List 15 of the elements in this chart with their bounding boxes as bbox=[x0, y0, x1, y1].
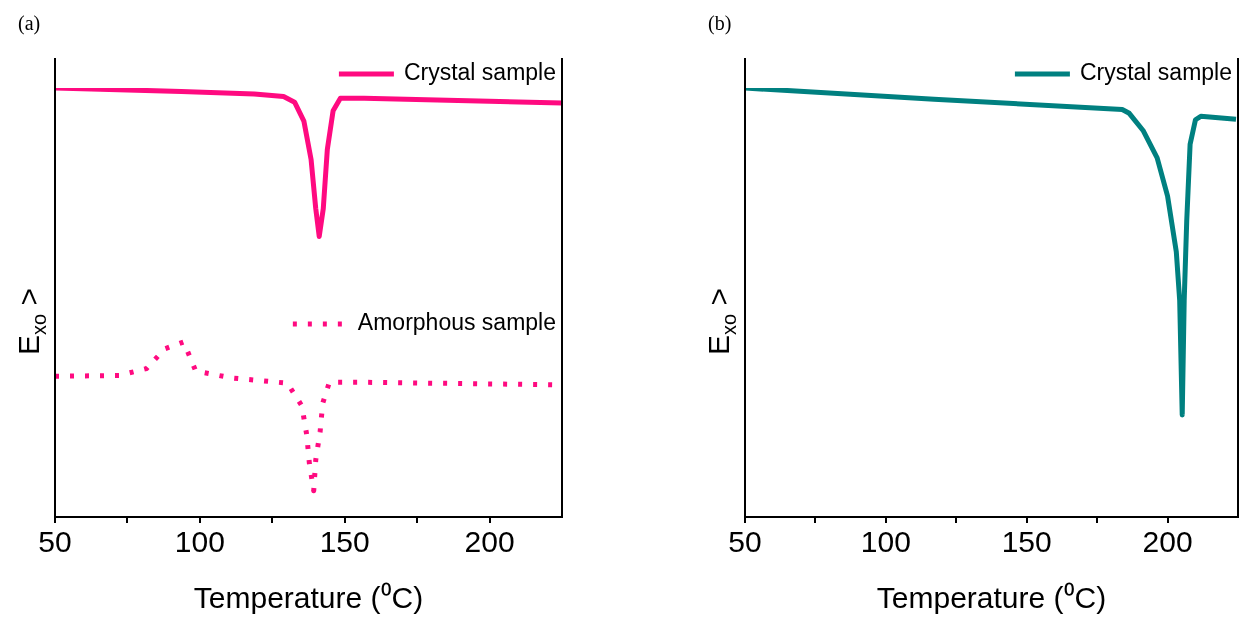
x-tick-label: 150 bbox=[1001, 525, 1052, 559]
x-tick-label: 50 bbox=[38, 525, 72, 559]
x-tick-label: 100 bbox=[860, 525, 911, 559]
x-tick-label: 150 bbox=[319, 525, 370, 559]
x-tick-label: 200 bbox=[464, 525, 515, 559]
legend-label: Crystal sample bbox=[403, 59, 556, 86]
x-tick-label: 100 bbox=[174, 525, 225, 559]
x-axis-title: Temperature (⁰C) bbox=[193, 581, 424, 615]
chart-title: (b) bbox=[708, 12, 732, 35]
chart-title: (a) bbox=[18, 12, 41, 35]
legend-label: Crystal sample bbox=[1079, 59, 1232, 86]
x-tick-label: 200 bbox=[1142, 525, 1193, 559]
legend-label: Amorphous sample bbox=[357, 309, 556, 336]
x-tick-label: 50 bbox=[728, 525, 762, 559]
x-axis-title: Temperature (⁰C) bbox=[876, 581, 1107, 615]
